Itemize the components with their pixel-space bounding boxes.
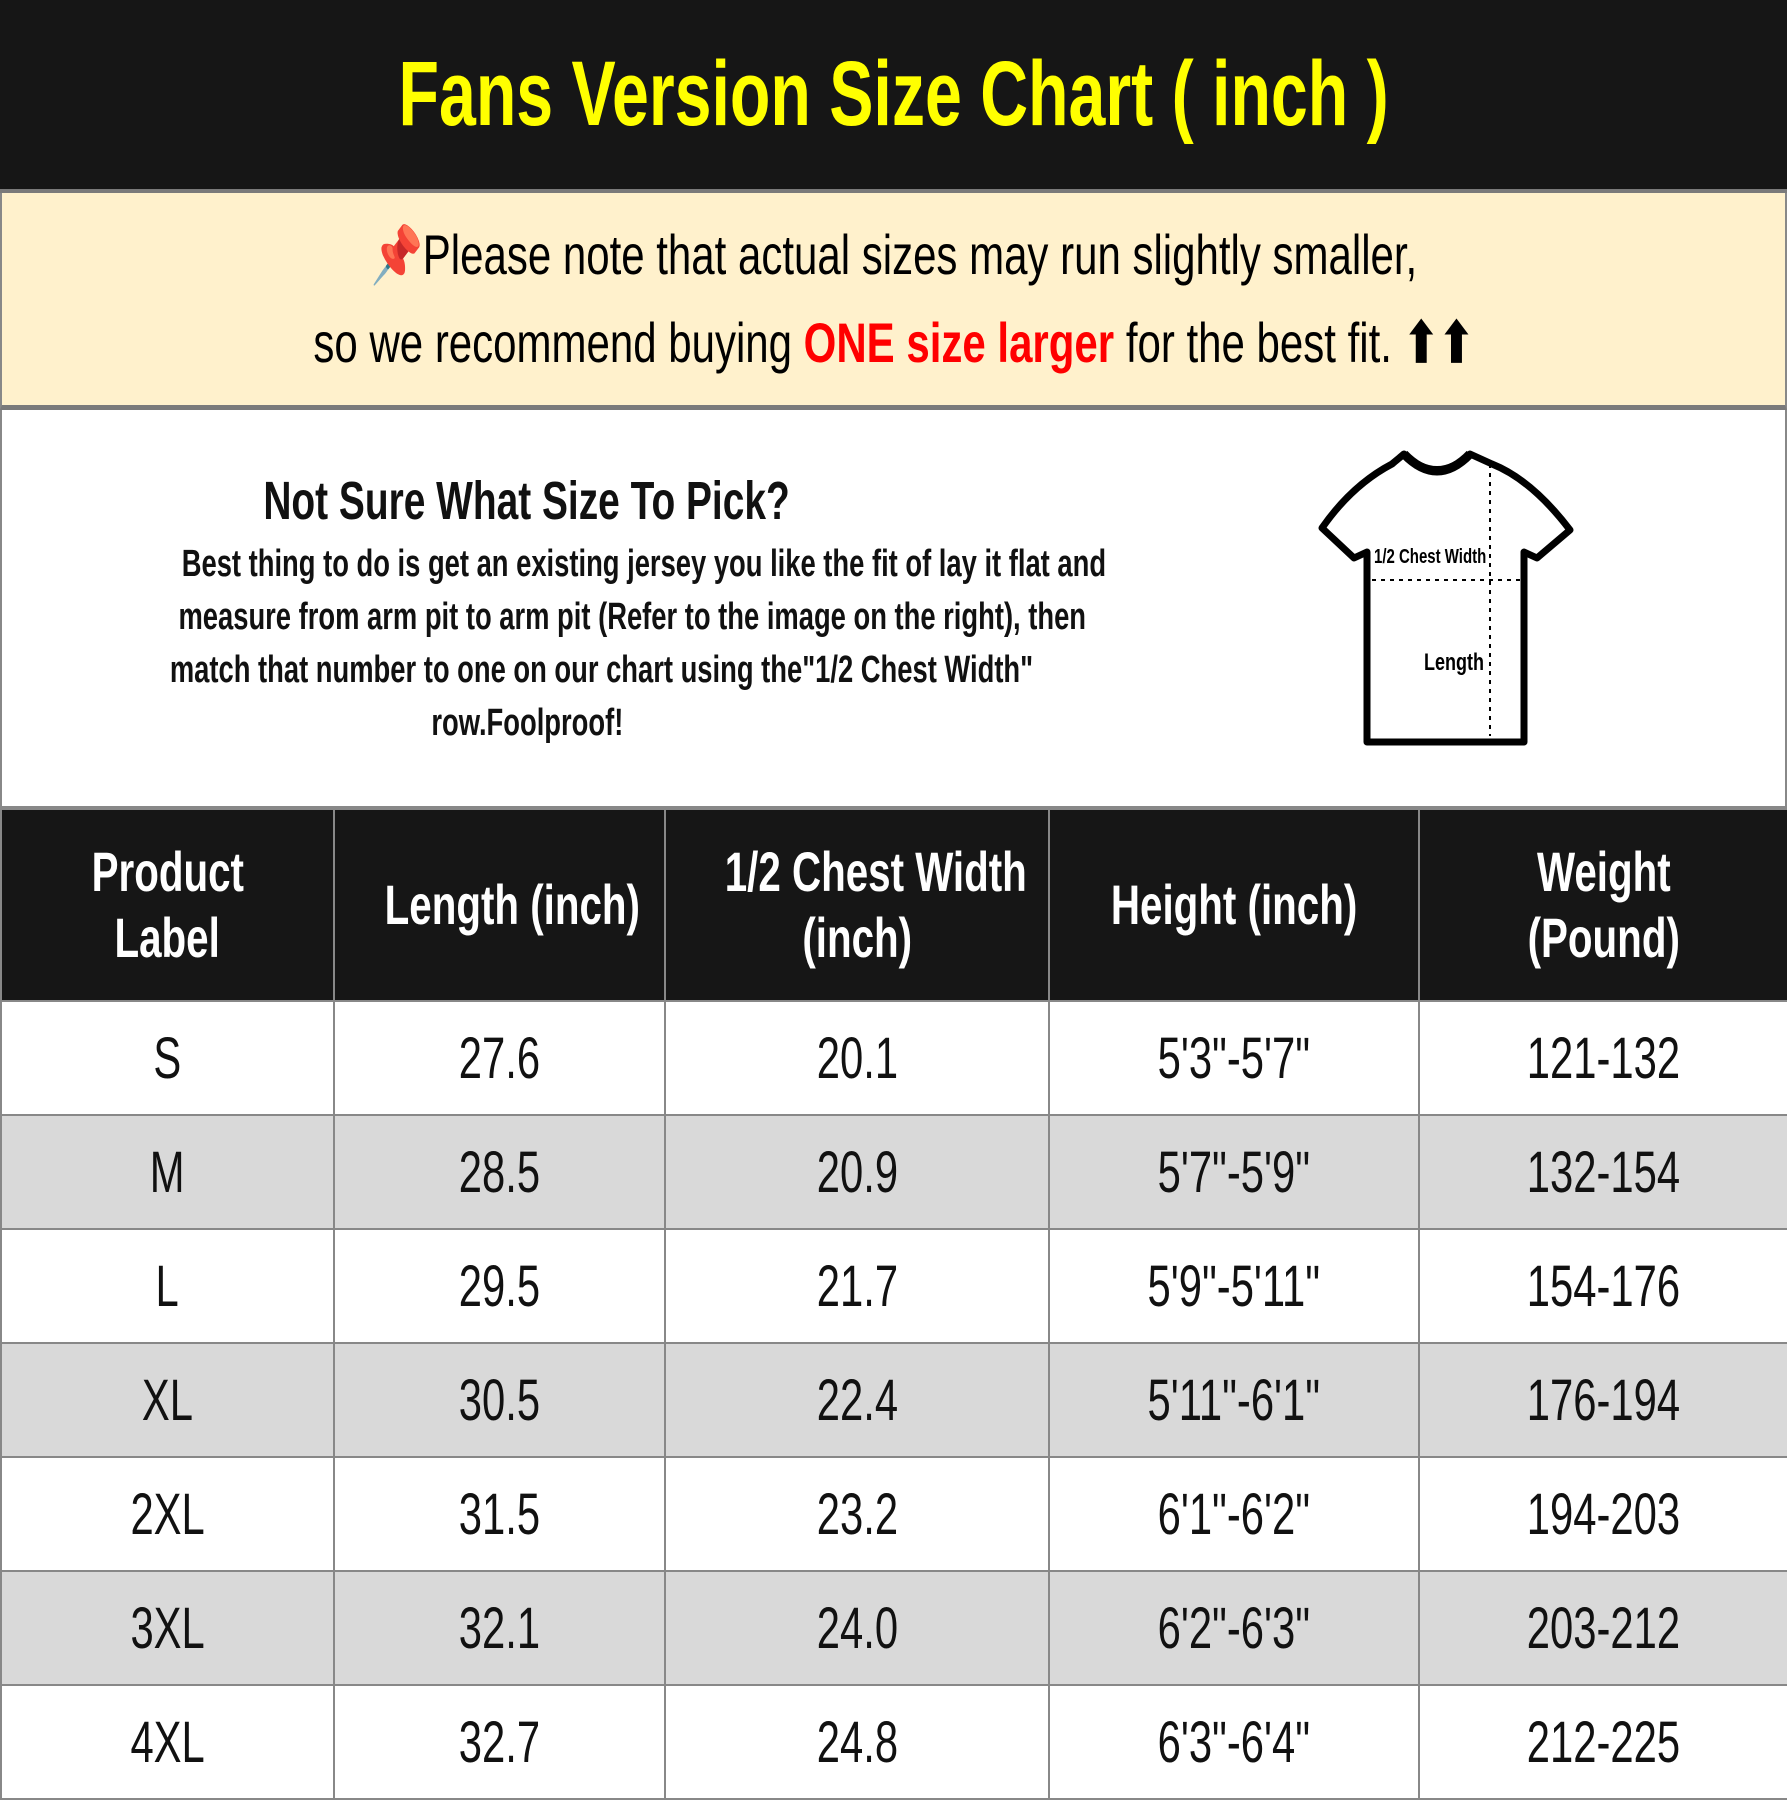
pushpin-icon: 📌 (370, 223, 423, 286)
table-row: S 27.6 20.1 5'3"-5'7" 121-132 (0, 1000, 1787, 1116)
table-cell: L (0, 1228, 335, 1344)
tshirt-diagram-icon: 1/2 Chest Width Length (1318, 450, 1574, 746)
column-header: Product Label (0, 808, 335, 1002)
table-cell: 203-212 (1418, 1570, 1787, 1686)
table-row: 3XL 32.1 24.0 6'2"-6'3" 203-212 (0, 1570, 1787, 1686)
column-header: Weight (Pound) (1418, 808, 1787, 1002)
table-cell: 5'9"-5'11" (1048, 1228, 1420, 1344)
table-cell: 5'7"-5'9" (1048, 1114, 1420, 1230)
up-arrows-icon: ⬆⬆ (1403, 311, 1474, 374)
table-row: L 29.5 21.7 5'9"-5'11" 154-176 (0, 1228, 1787, 1344)
table-cell: 132-154 (1418, 1114, 1787, 1230)
table-cell: 30.5 (333, 1342, 666, 1458)
column-header: 1/2 Chest Width (inch) (664, 808, 1050, 1002)
table-cell: 5'3"-5'7" (1048, 1000, 1420, 1116)
help-title: Not Sure What Size To Pick? (263, 471, 791, 531)
table-cell: 2XL (0, 1456, 335, 1572)
table-cell: S (0, 1000, 335, 1116)
notice-line-2-suffix: for the best fit. (1113, 311, 1404, 374)
table-cell: 4XL (0, 1684, 335, 1800)
table-cell: 21.7 (664, 1228, 1050, 1344)
notice-line-2-prefix: so we recommend buying (313, 311, 804, 374)
table-cell: 24.8 (664, 1684, 1050, 1800)
table-row: 2XL 31.5 23.2 6'1"-6'2" 194-203 (0, 1456, 1787, 1572)
table-cell: 28.5 (333, 1114, 666, 1230)
table-cell: 3XL (0, 1570, 335, 1686)
size-table: Product Label Length (inch) 1/2 Chest Width… (0, 808, 1787, 1800)
table-cell: 29.5 (333, 1228, 666, 1344)
table-row: XL 30.5 22.4 5'11"-6'1" 176-194 (0, 1342, 1787, 1458)
chest-width-label: 1/2 Chest Width (1374, 545, 1486, 568)
table-cell: 32.7 (333, 1684, 666, 1800)
table-cell: 6'3"-6'4" (1048, 1684, 1420, 1800)
notice-line-1: Please note that actual sizes may run sl… (422, 223, 1417, 286)
sizing-help-section: Not Sure What Size To Pick? Best thing t… (0, 410, 1787, 808)
table-cell: 194-203 (1418, 1456, 1787, 1572)
notice-banner: 📌Please note that actual sizes may run s… (0, 193, 1787, 410)
column-header: Length (inch) (333, 808, 666, 1002)
table-cell: 6'2"-6'3" (1048, 1570, 1420, 1686)
table-cell: XL (0, 1342, 335, 1458)
table-cell: 5'11"-6'1" (1048, 1342, 1420, 1458)
table-cell: 23.2 (664, 1456, 1050, 1572)
notice-highlight: ONE size larger (803, 311, 1114, 374)
table-cell: 6'1"-6'2" (1048, 1456, 1420, 1572)
table-cell: 121-132 (1418, 1000, 1787, 1116)
table-cell: 176-194 (1418, 1342, 1787, 1458)
table-cell: 20.9 (664, 1114, 1050, 1230)
table-row: M 28.5 20.9 5'7"-5'9" 132-154 (0, 1114, 1787, 1230)
table-cell: M (0, 1114, 335, 1230)
table-cell: 27.6 (333, 1000, 666, 1116)
length-label: Length (1424, 650, 1484, 676)
table-header-row: Product Label Length (inch) 1/2 Chest Width… (0, 808, 1787, 1002)
help-text: Best thing to do is get an existing jers… (169, 543, 1107, 744)
table-row: 4XL 32.7 24.8 6'3"-6'4" 212-225 (0, 1684, 1787, 1800)
table-cell: 20.1 (664, 1000, 1050, 1116)
title-banner: Fans Version Size Chart ( inch ) (0, 0, 1787, 193)
table-cell: 31.5 (333, 1456, 666, 1572)
table-cell: 22.4 (664, 1342, 1050, 1458)
table-cell: 24.0 (664, 1570, 1050, 1686)
table-cell: 154-176 (1418, 1228, 1787, 1344)
column-header: Height (inch) (1048, 808, 1420, 1002)
table-cell: 212-225 (1418, 1684, 1787, 1800)
table-cell: 32.1 (333, 1570, 666, 1686)
page-title: Fans Version Size Chart ( inch ) (398, 43, 1389, 145)
